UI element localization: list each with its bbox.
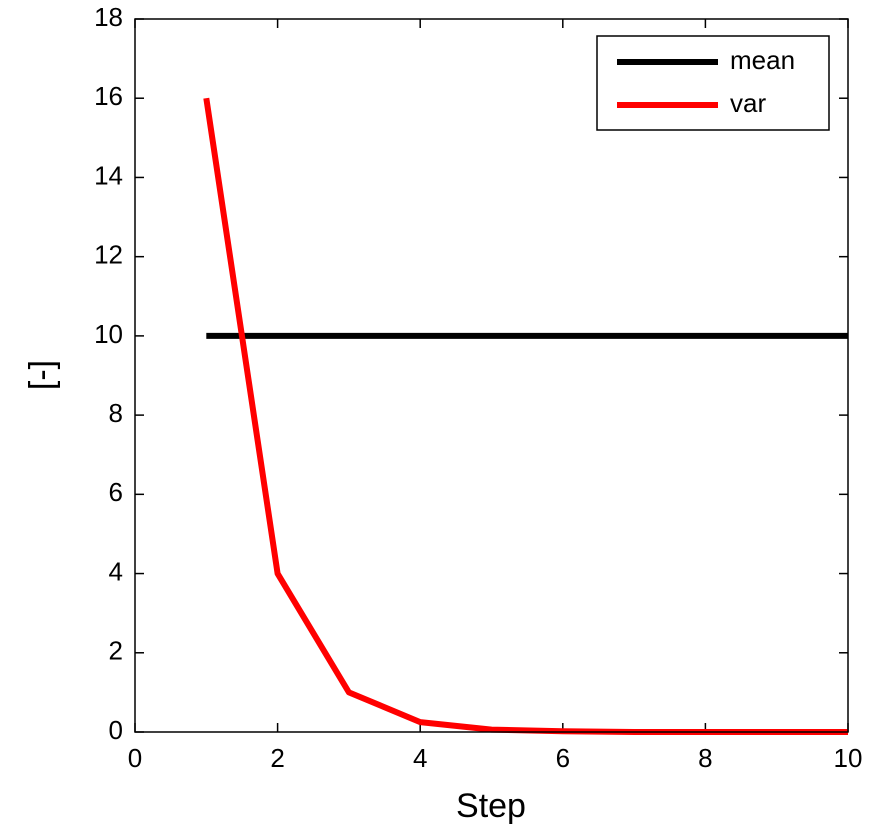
y-tick-label: 8 [109,398,123,428]
plot-area [135,19,848,732]
y-tick-label: 6 [109,477,123,507]
legend-box [596,35,830,131]
x-tick-label: 10 [834,743,863,773]
x-tick-label: 0 [128,743,142,773]
x-tick-label: 6 [556,743,570,773]
axes-box [134,18,849,733]
x-axis-title: Step [456,787,526,825]
legend-label: mean [730,45,795,75]
y-tick-label: 2 [109,636,123,666]
y-tick-label: 10 [94,319,123,349]
y-tick-label: 16 [94,81,123,111]
x-tick-label: 4 [413,743,427,773]
y-tick-label: 0 [109,715,123,745]
y-tick-label: 12 [94,240,123,270]
x-tick-label: 2 [270,743,284,773]
legend-label: var [730,88,766,118]
y-tick-label: 14 [94,160,123,190]
y-tick-label: 18 [94,2,123,32]
y-axis-title: [-] [23,360,61,390]
x-tick-label: 8 [698,743,712,773]
y-tick-label: 4 [109,556,123,586]
